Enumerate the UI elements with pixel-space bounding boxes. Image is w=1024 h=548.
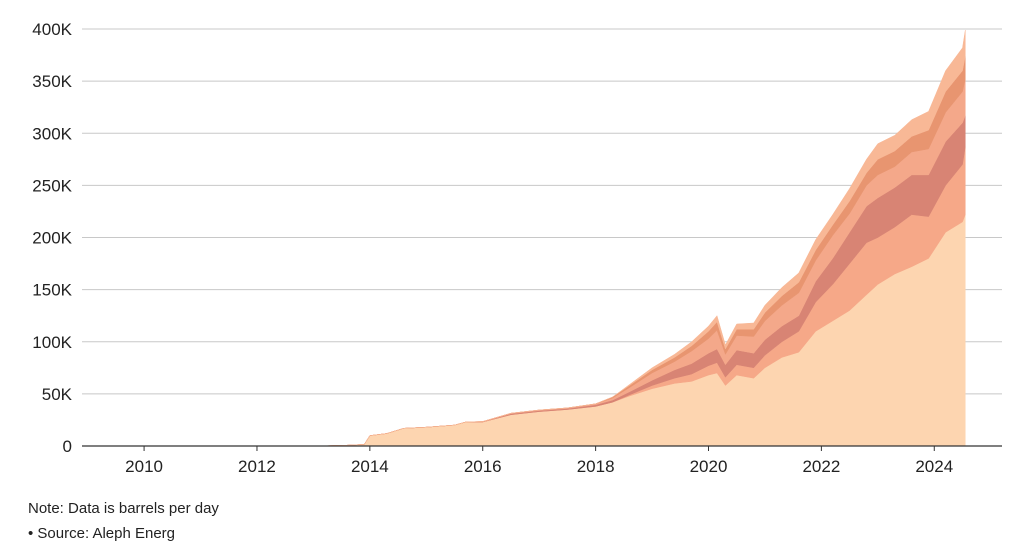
x-axis-tick-labels: 2010 2012 2014 2016 2018 2020 2022 2024	[125, 457, 953, 476]
y-tick-label: 150K	[32, 281, 72, 300]
y-tick-label: 350K	[32, 72, 72, 91]
x-tick-label: 2020	[690, 457, 728, 476]
gridlines	[82, 28, 1002, 395]
y-axis-tick-labels: 0 50K 100K 150K 200K 250K 300K 350K 400K	[32, 20, 72, 456]
x-tick-label: 2016	[464, 457, 502, 476]
y-tick-label: 250K	[32, 176, 72, 195]
y-tick-label: 300K	[32, 124, 72, 143]
x-tick-label: 2012	[238, 457, 276, 476]
x-tick-label: 2018	[577, 457, 615, 476]
x-tick-label: 2010	[125, 457, 163, 476]
x-tick-label: 2022	[802, 457, 840, 476]
y-tick-label: 200K	[32, 229, 72, 248]
y-tick-label: 50K	[42, 385, 73, 404]
y-tick-label: 0	[63, 437, 72, 456]
chart-note: Note: Data is barrels per day	[28, 500, 219, 517]
series-areas	[313, 29, 966, 447]
y-tick-label: 400K	[32, 20, 72, 39]
x-tick-label: 2014	[351, 457, 389, 476]
x-tick-label: 2024	[915, 457, 953, 476]
chart-source: • Source: Aleph Energ	[28, 525, 176, 542]
y-tick-label: 100K	[32, 333, 72, 352]
area-series-6	[313, 29, 966, 447]
axes	[82, 445, 1002, 451]
